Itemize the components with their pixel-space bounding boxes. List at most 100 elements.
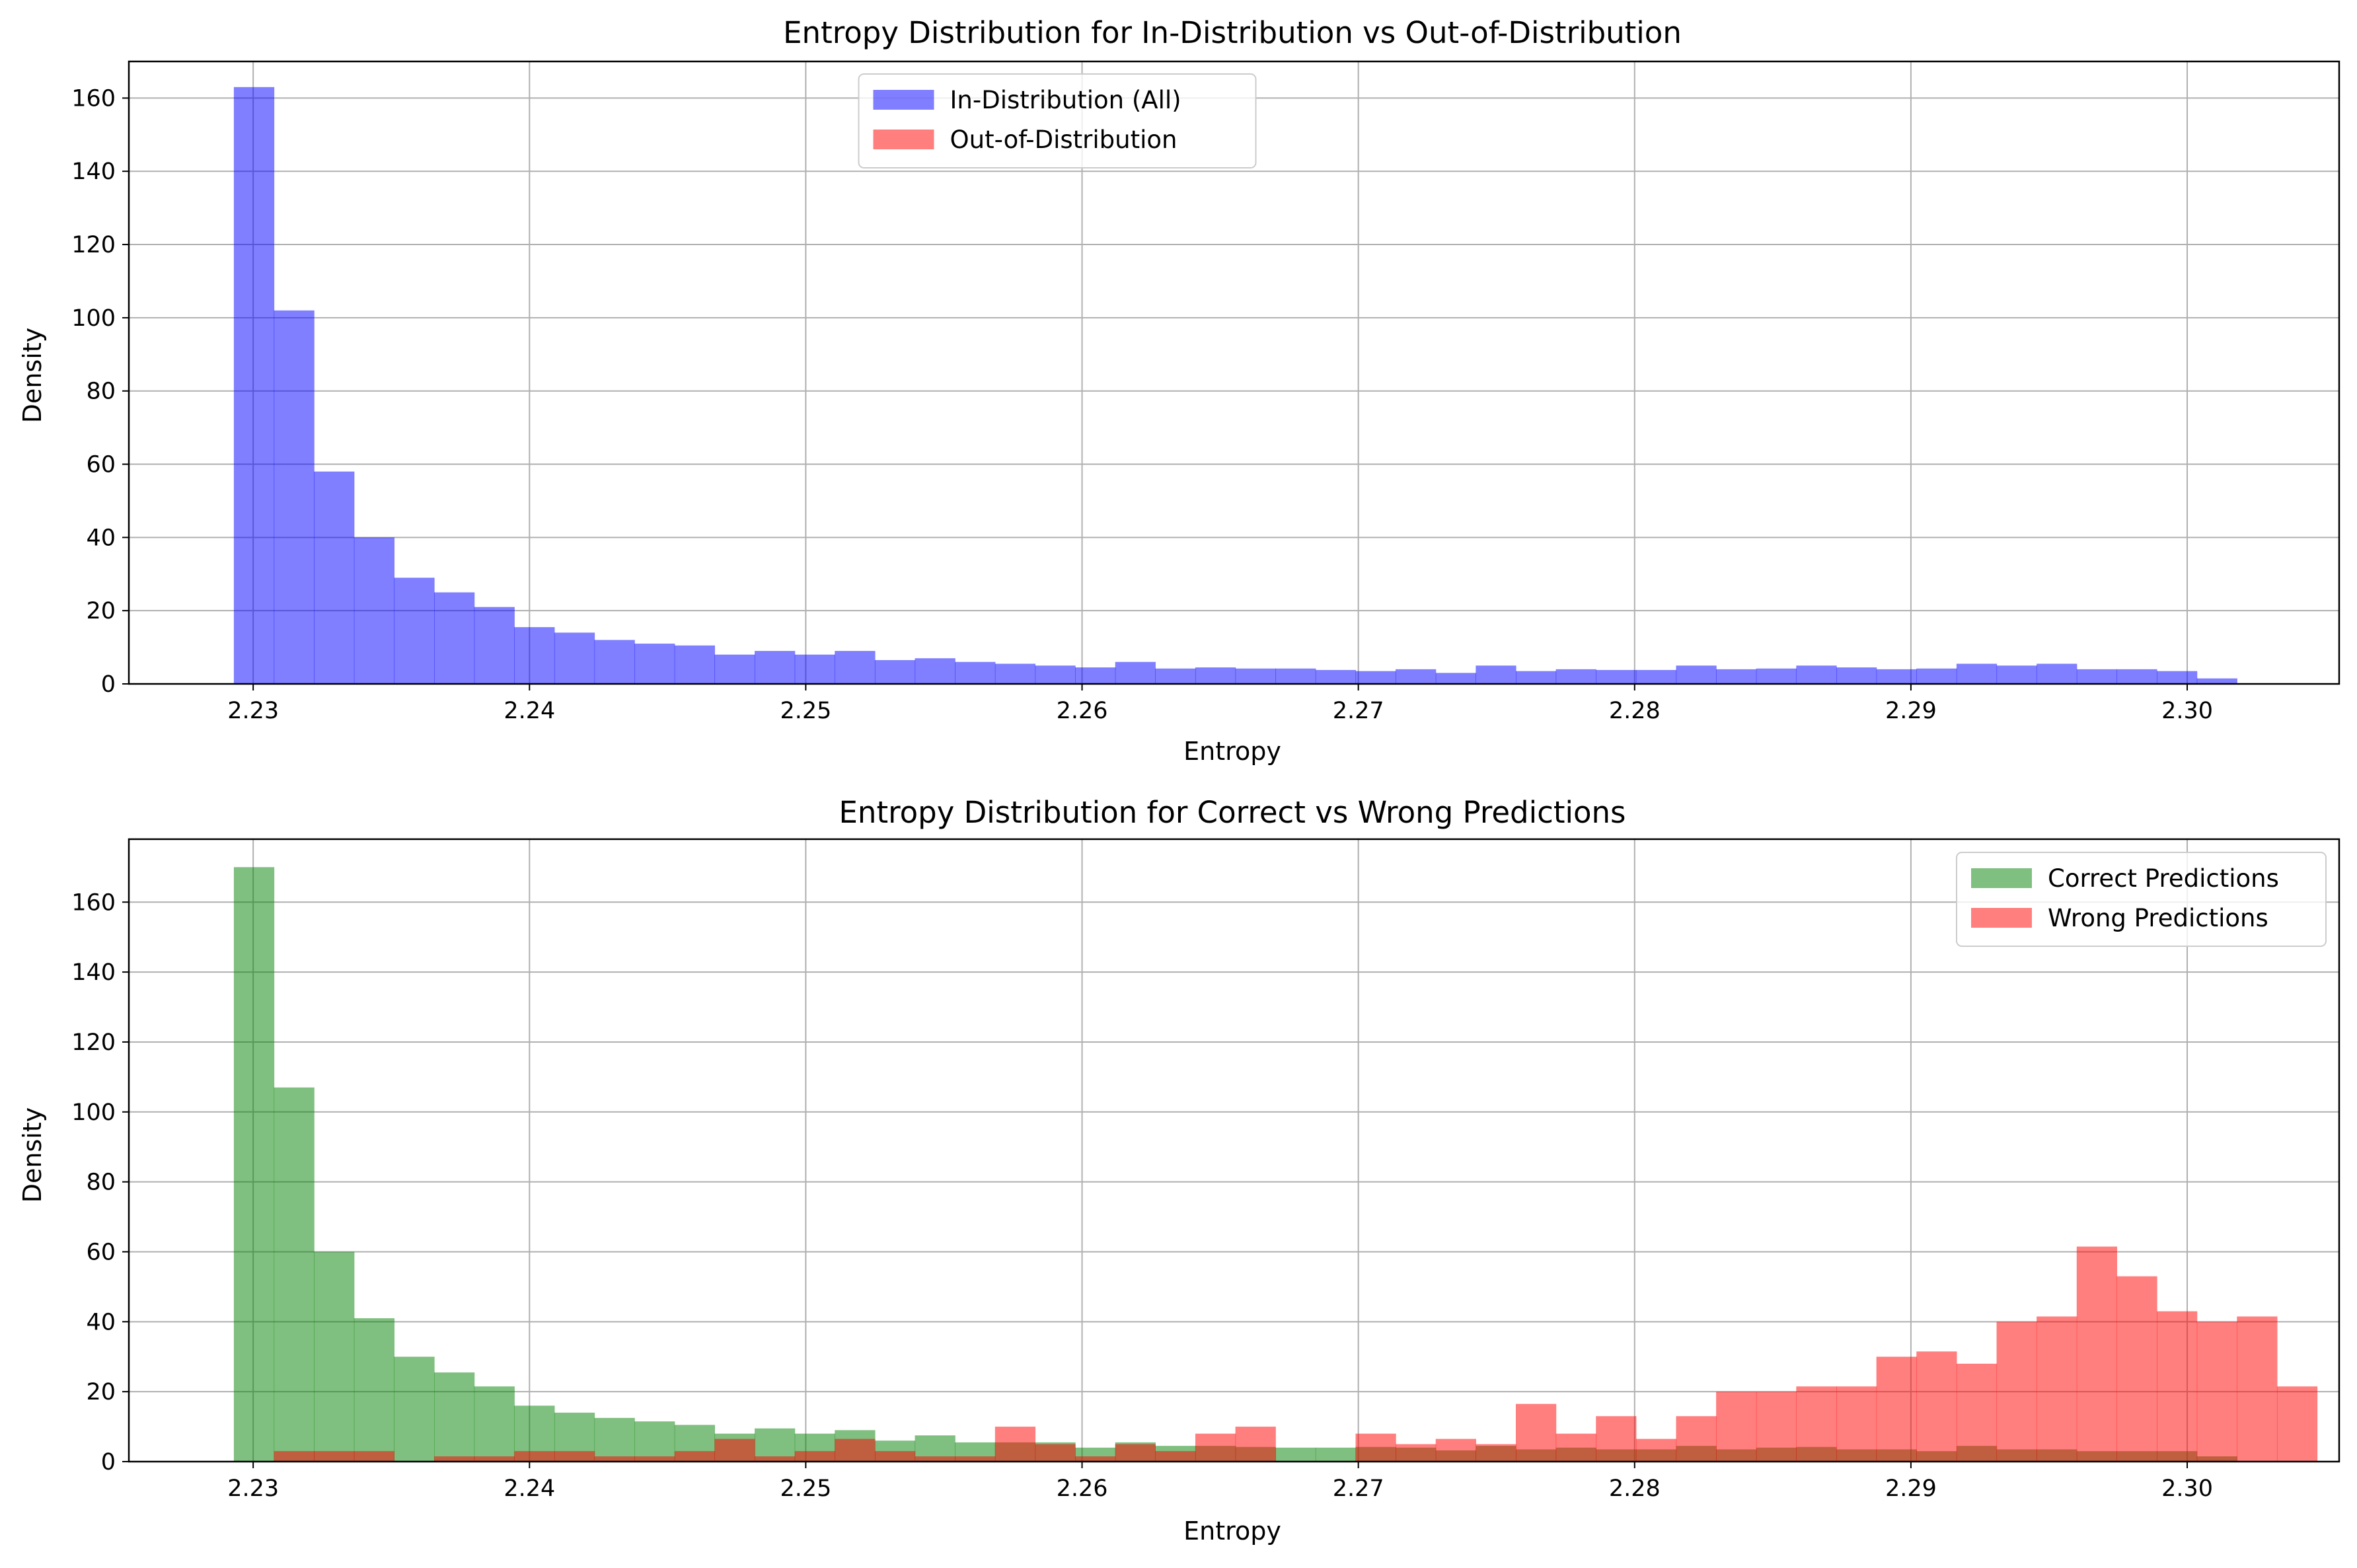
histogram-bar xyxy=(1155,1451,1196,1462)
histogram-bar xyxy=(2157,671,2198,684)
x-tick-label: 2.26 xyxy=(1057,698,1108,724)
histogram-bar xyxy=(434,1372,475,1462)
histogram-bar xyxy=(1476,665,1516,684)
y-tick-label: 140 xyxy=(71,159,116,185)
histogram-bar xyxy=(955,1456,996,1462)
histogram-bar xyxy=(1996,1322,2037,1462)
histogram-bar xyxy=(714,654,755,684)
legend-swatch xyxy=(1971,908,2032,928)
histogram-bar xyxy=(1355,671,1396,684)
chart-top-ticks: 2.23 2.24 2.25 2.26 2.27 2.28 2.29 2.30 0 20 40 60 8… xyxy=(71,85,2213,724)
histogram-bar xyxy=(1075,1456,1116,1462)
x-tick-label: 2.25 xyxy=(780,1475,831,1502)
y-tick-label: 100 xyxy=(71,1100,116,1126)
histogram-bar xyxy=(1075,667,1116,684)
chart-bottom-frame xyxy=(128,838,2340,1463)
histogram-bar xyxy=(755,1456,796,1462)
histogram-bar xyxy=(674,645,716,684)
x-tick-label: 2.29 xyxy=(1885,698,1937,724)
histogram-bar xyxy=(1035,1444,1076,1462)
histogram-bar xyxy=(1396,1444,1437,1462)
chart-bottom: Entropy Distribution for Correct vs Wron… xyxy=(18,795,2340,1546)
histogram-bar xyxy=(1635,1438,1677,1462)
histogram-bar xyxy=(1916,668,1957,684)
histogram-bar xyxy=(554,1451,595,1462)
histogram-bar xyxy=(2157,1311,2198,1462)
histogram-bar xyxy=(1676,665,1717,684)
histogram-bar xyxy=(594,1417,635,1462)
chart-top-title: Entropy Distribution for In-Distribution… xyxy=(783,15,1682,50)
y-tick-label: 160 xyxy=(71,85,116,112)
histogram-bar xyxy=(1275,668,1316,684)
histogram-bar xyxy=(1596,1416,1637,1462)
chart-top-grid xyxy=(129,61,2339,685)
histogram-bar xyxy=(1315,669,1357,684)
histogram-bar xyxy=(474,607,515,684)
series-in-distribution-all xyxy=(233,87,2237,685)
histogram-bar xyxy=(354,537,394,684)
histogram-bar xyxy=(1956,1363,1998,1462)
x-tick-label: 2.28 xyxy=(1609,1475,1661,1502)
histogram-bar xyxy=(1716,669,1757,684)
x-tick-label: 2.30 xyxy=(2161,1475,2213,1502)
y-tick-label: 20 xyxy=(86,598,116,624)
legend-label: In-Distribution (All) xyxy=(950,86,1181,114)
histogram-bar xyxy=(514,1451,555,1462)
histogram-bar xyxy=(634,644,675,684)
histogram-bar xyxy=(1195,1433,1236,1462)
histogram-bar xyxy=(915,658,955,684)
chart-bottom-bars xyxy=(233,867,2318,1462)
histogram-bar xyxy=(1836,667,1877,684)
histogram-bar xyxy=(2037,663,2077,684)
histogram-bar xyxy=(874,659,916,684)
histogram-bar xyxy=(1435,673,1476,684)
histogram-bar xyxy=(1716,1392,1757,1462)
x-tick-label: 2.28 xyxy=(1609,698,1661,724)
chart-top-bars xyxy=(233,87,2237,685)
x-tick-label: 2.25 xyxy=(780,698,831,724)
histogram-bar xyxy=(634,1421,675,1462)
histogram-bar xyxy=(1635,669,1677,684)
histogram-bar xyxy=(594,640,635,684)
x-tick-label: 2.23 xyxy=(227,698,279,724)
y-tick-label: 160 xyxy=(71,889,116,916)
histogram-bar xyxy=(994,663,1036,684)
histogram-bar xyxy=(1676,1416,1717,1462)
histogram-bar xyxy=(1796,1386,1837,1462)
x-tick-label: 2.29 xyxy=(1885,1475,1937,1502)
histogram-bar xyxy=(794,1451,835,1462)
histogram-bar xyxy=(755,1428,796,1462)
chart-bottom-x-axis-label: Entropy xyxy=(1183,1516,1281,1546)
histogram-bar xyxy=(1876,669,1917,684)
histogram-bar xyxy=(354,1451,394,1462)
chart-bottom-title: Entropy Distribution for Correct vs Wron… xyxy=(839,795,1626,830)
chart-bottom-legend: Correct Predictions Wrong Predictions xyxy=(1956,852,2327,947)
histogram-bar xyxy=(434,592,475,684)
histogram-bar xyxy=(2196,1322,2237,1462)
histogram-bar xyxy=(314,1451,355,1462)
histogram-bar xyxy=(1796,665,1837,684)
histogram-bar xyxy=(274,1451,315,1462)
histogram-bar xyxy=(314,1251,355,1462)
histogram-bar xyxy=(394,578,435,684)
series-wrong-predictions xyxy=(274,1246,2318,1462)
y-tick-label: 140 xyxy=(71,959,116,986)
y-tick-label: 80 xyxy=(86,379,116,405)
histogram-bar xyxy=(2237,1316,2278,1462)
histogram-bar xyxy=(474,1386,515,1462)
chart-top-legend: In-Distribution (All) Out-of-Distribution xyxy=(858,73,1257,168)
histogram-bar xyxy=(474,1456,515,1462)
chart-bottom-y-axis-label: Density xyxy=(18,1107,47,1203)
histogram-bar xyxy=(714,1438,755,1462)
histogram-bar xyxy=(1956,663,1998,684)
legend-label: Out-of-Distribution xyxy=(950,126,1178,154)
x-tick-label: 2.30 xyxy=(2161,698,2213,724)
chart-top-y-axis-label: Density xyxy=(18,328,47,423)
histogram-bar xyxy=(1515,671,1557,684)
histogram-bar xyxy=(794,654,835,684)
histogram-bar xyxy=(1195,667,1236,684)
histogram-bar xyxy=(1476,1444,1516,1462)
y-tick-label: 40 xyxy=(86,1309,116,1335)
histogram-bar xyxy=(1435,1438,1476,1462)
